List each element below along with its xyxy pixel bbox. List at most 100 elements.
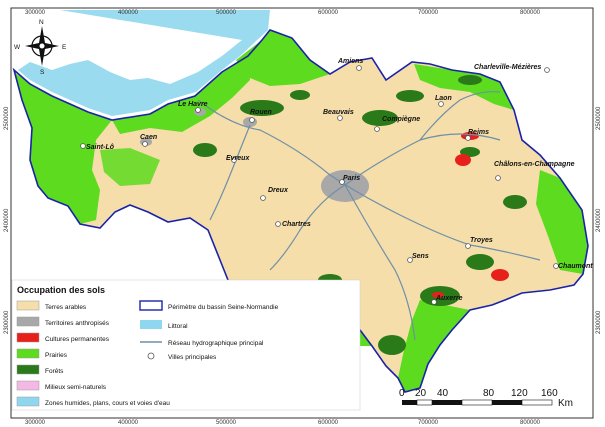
city-marker	[275, 221, 281, 227]
city-marker	[465, 243, 471, 249]
city-label: Saint-Lô	[86, 144, 115, 151]
legend-label-perimetre: Périmètre du bassin Seine-Normandie	[168, 304, 279, 311]
city-marker	[195, 107, 201, 113]
compass-rose: N S E W	[14, 19, 67, 76]
city-marker	[142, 141, 148, 147]
city-label: Le Havre	[178, 101, 208, 108]
city-label: Châlons-en-Champagne	[494, 161, 575, 168]
legend-label-territoires-anthropises: Territoires anthropisés	[45, 320, 110, 327]
compass-north-label: N	[39, 19, 44, 26]
city-label: Charleville-Mézières	[474, 64, 541, 71]
y-tick-labels: 2500000 2400000 2300000 2500000 2400000 …	[4, 106, 602, 334]
city-label: Amiens	[337, 58, 363, 65]
city-marker	[231, 157, 237, 163]
city-marker	[249, 117, 255, 123]
scale-label: 20	[415, 388, 427, 399]
scale-label: 80	[483, 388, 495, 399]
y-tick-label: 2500000	[596, 106, 602, 130]
y-tick-label: 2400000	[4, 208, 10, 232]
legend: Occupation des sols Terres arables Terri…	[11, 279, 361, 411]
compass-center	[38, 42, 46, 50]
sea-coastline	[18, 10, 270, 116]
city-marker	[495, 175, 501, 181]
scale-label: 0	[399, 388, 405, 399]
city-marker	[407, 257, 413, 263]
x-tick-label: 400000	[118, 420, 139, 426]
scale-bar-segment	[402, 400, 417, 405]
legend-label-river: Réseau hydrographique principal	[168, 340, 264, 347]
legend-title: Occupation des sols	[17, 285, 105, 295]
compass-east-label: E	[62, 44, 67, 51]
scale-label: 40	[437, 388, 449, 399]
city-label: Reims	[468, 129, 489, 136]
city-label: Beauvais	[323, 109, 354, 116]
scale-label: 120	[511, 388, 528, 399]
legend-swatch-cultures-permanentes	[16, 332, 40, 343]
city-marker	[80, 143, 86, 149]
y-tick-label: 2500000	[4, 106, 10, 130]
city-label: Paris	[343, 175, 360, 182]
city-label: Troyes	[470, 237, 493, 244]
city-markers	[80, 65, 559, 305]
city-marker	[374, 126, 380, 132]
city-label: Chartres	[282, 221, 311, 228]
y-tick-label: 2300000	[4, 310, 10, 334]
x-tick-labels: 300000 400000 500000 600000 700000 80000…	[25, 10, 541, 426]
legend-swatch-perimetre	[139, 300, 163, 311]
legend-swatch-milieux-semi-naturels	[16, 380, 40, 391]
city-label: Sens	[412, 253, 429, 260]
legend-swatch-prairies	[16, 348, 40, 359]
x-tick-label: 500000	[216, 420, 237, 426]
city-marker	[438, 101, 444, 107]
x-tick-label: 800000	[520, 420, 541, 426]
city-label: Compiègne	[382, 116, 420, 123]
city-marker	[553, 263, 559, 269]
city-marker	[260, 195, 266, 201]
city-marker	[544, 67, 550, 73]
legend-label-forets: Forêts	[45, 368, 64, 375]
legend-box	[11, 279, 361, 411]
x-tick-label: 300000	[25, 10, 46, 16]
city-label: Laon	[435, 95, 452, 102]
city-label: Auxerre	[435, 295, 463, 302]
y-tick-label: 2300000	[596, 310, 602, 334]
legend-swatch-city	[147, 352, 155, 360]
x-tick-label: 300000	[25, 420, 46, 426]
city-marker	[465, 135, 471, 141]
x-tick-label: 600000	[318, 10, 339, 16]
legend-swatch-zones-humides	[16, 396, 40, 407]
x-tick-label: 600000	[318, 420, 339, 426]
city-label: Evreux	[226, 155, 250, 162]
scale-bar: 0 20 40 80 120 160 Km	[399, 388, 573, 409]
x-tick-label: 500000	[216, 10, 237, 16]
prairie-areas	[14, 30, 588, 392]
scale-bar-segment	[432, 400, 462, 405]
city-marker	[431, 299, 437, 305]
legend-label-cities: Villes principales	[168, 354, 217, 361]
x-tick-label: 400000	[118, 10, 139, 16]
city-marker	[339, 179, 345, 185]
legend-label-prairies: Prairies	[45, 352, 68, 359]
legend-swatch-littoral	[140, 320, 162, 329]
city-marker	[356, 65, 362, 71]
scale-label: 160	[541, 388, 558, 399]
legend-swatch-terres-arables	[16, 300, 40, 311]
scale-bar-segment	[492, 400, 522, 405]
compass-west-label: W	[14, 44, 21, 51]
legend-label-zones-humides: Zones humides, plans, cours et voies d'e…	[45, 400, 170, 407]
x-tick-label: 700000	[418, 10, 439, 16]
legend-label-milieux-semi-naturels: Milieux semi-naturels	[45, 384, 107, 391]
city-label: Dreux	[268, 187, 289, 194]
city-label: Caen	[140, 134, 157, 141]
y-tick-label: 2400000	[596, 208, 602, 232]
city-label: Rouen	[250, 109, 272, 116]
scale-bar-segment	[416, 399, 433, 406]
legend-label-littoral: Littoral	[168, 323, 188, 330]
legend-label-terres-arables: Terres arables	[45, 304, 87, 311]
city-marker	[337, 115, 343, 121]
scale-bar-segment	[521, 399, 553, 406]
map-frame	[10, 7, 594, 419]
city-label: Chaumont	[558, 263, 593, 270]
basin-perimeter	[12, 29, 589, 393]
